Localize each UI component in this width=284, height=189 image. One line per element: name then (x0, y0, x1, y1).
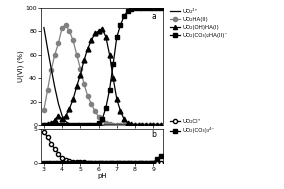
Text: a: a (151, 12, 156, 21)
Legend: UO₂Cl⁺, UO₂(CO₃)₃⁴⁻: UO₂Cl⁺, UO₂(CO₃)₃⁴⁻ (168, 117, 216, 136)
X-axis label: pH: pH (97, 173, 107, 179)
Y-axis label: U(VI) (%): U(VI) (%) (18, 50, 24, 82)
Text: b: b (151, 130, 156, 139)
Legend: UO₂²⁺, UO₂HA(II), UO₂(OH)HA(I), UO₂(CO₃)₂HA(II)⁻: UO₂²⁺, UO₂HA(II), UO₂(OH)HA(I), UO₂(CO₃)… (168, 6, 229, 40)
